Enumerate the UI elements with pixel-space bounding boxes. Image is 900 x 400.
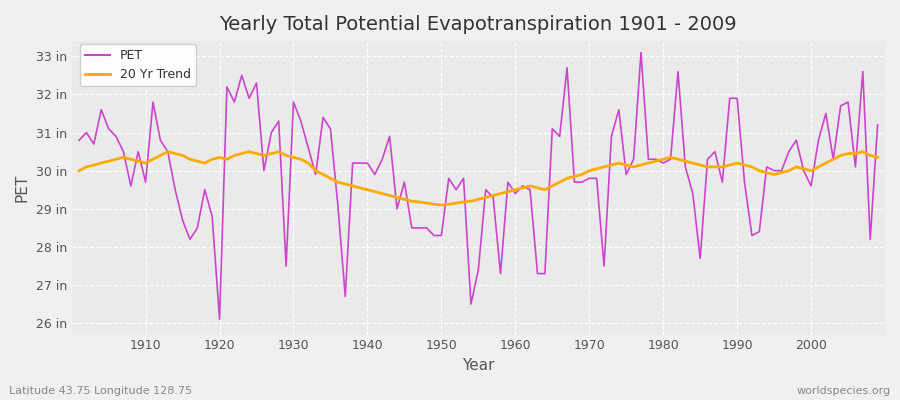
Title: Yearly Total Potential Evapotranspiration 1901 - 2009: Yearly Total Potential Evapotranspiratio… bbox=[220, 15, 737, 34]
X-axis label: Year: Year bbox=[462, 358, 495, 373]
Legend: PET, 20 Yr Trend: PET, 20 Yr Trend bbox=[80, 44, 196, 86]
Y-axis label: PET: PET bbox=[15, 174, 30, 202]
Text: Latitude 43.75 Longitude 128.75: Latitude 43.75 Longitude 128.75 bbox=[9, 386, 192, 396]
Text: worldspecies.org: worldspecies.org bbox=[796, 386, 891, 396]
